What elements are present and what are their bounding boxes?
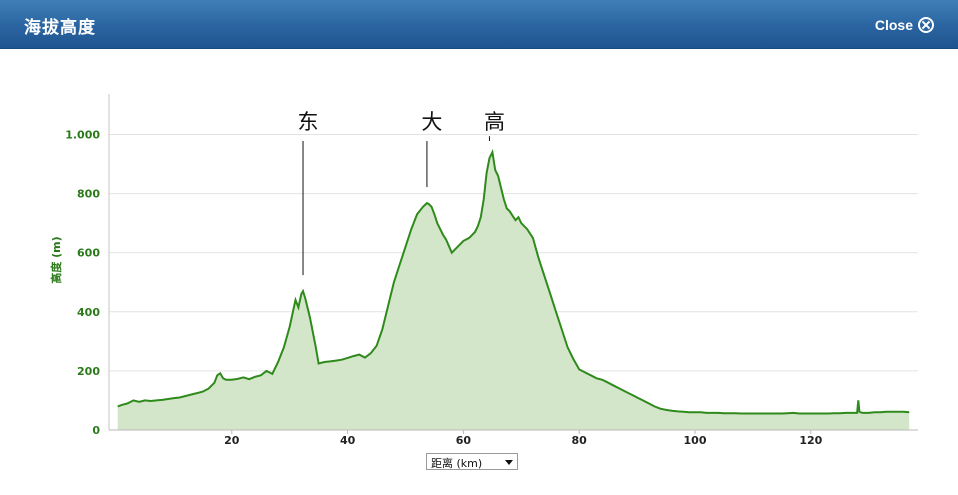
x-tick-label: 20 xyxy=(224,434,240,447)
peak-annotations: 东大高 xyxy=(298,110,505,276)
elevation-area xyxy=(117,152,910,430)
close-label: Close xyxy=(874,17,913,33)
elevation-line xyxy=(117,148,910,415)
x-tick-label: 100 xyxy=(684,434,707,447)
y-tick-label: 600 xyxy=(77,247,100,260)
x-tick-label: 120 xyxy=(799,434,822,447)
y-tick-label: 1.000 xyxy=(65,129,100,142)
x-tick-label: 60 xyxy=(456,434,472,447)
dialog-titlebar: 海拔高度 Close xyxy=(0,0,958,49)
chevron-down-icon xyxy=(505,460,513,465)
y-tick-label: 200 xyxy=(77,365,100,378)
y-tick-label: 0 xyxy=(92,424,100,437)
close-icon xyxy=(918,17,934,33)
y-tick-label: 400 xyxy=(77,306,100,319)
elevation-chart: 0 200 400 600 800 1.000 20 40 60 80 100 120 东 大 高 高度… xyxy=(49,94,918,447)
x-axis-unit-select[interactable]: 距离 (km) xyxy=(426,453,518,470)
y-tick-label: 800 xyxy=(77,188,100,201)
peak-annotation-label: 东 xyxy=(298,110,319,134)
x-axis-unit-value: 距离 (km) xyxy=(431,457,483,470)
peak-annotation-label: 大 xyxy=(421,110,442,134)
y-axis-tick-labels: 0 200 400 600 800 1.000 xyxy=(65,129,100,438)
peak-annotation-label: 高 xyxy=(484,110,505,134)
x-axis-tick-labels: 20 40 60 80 100 120 xyxy=(224,430,823,447)
chart-axes xyxy=(108,94,918,431)
x-tick-label: 40 xyxy=(340,434,356,447)
close-button[interactable]: Close xyxy=(875,14,934,36)
y-axis-label: 高度 (m) xyxy=(49,236,63,283)
x-tick-label: 80 xyxy=(572,434,588,447)
dialog-title: 海拔高度 xyxy=(24,18,96,38)
